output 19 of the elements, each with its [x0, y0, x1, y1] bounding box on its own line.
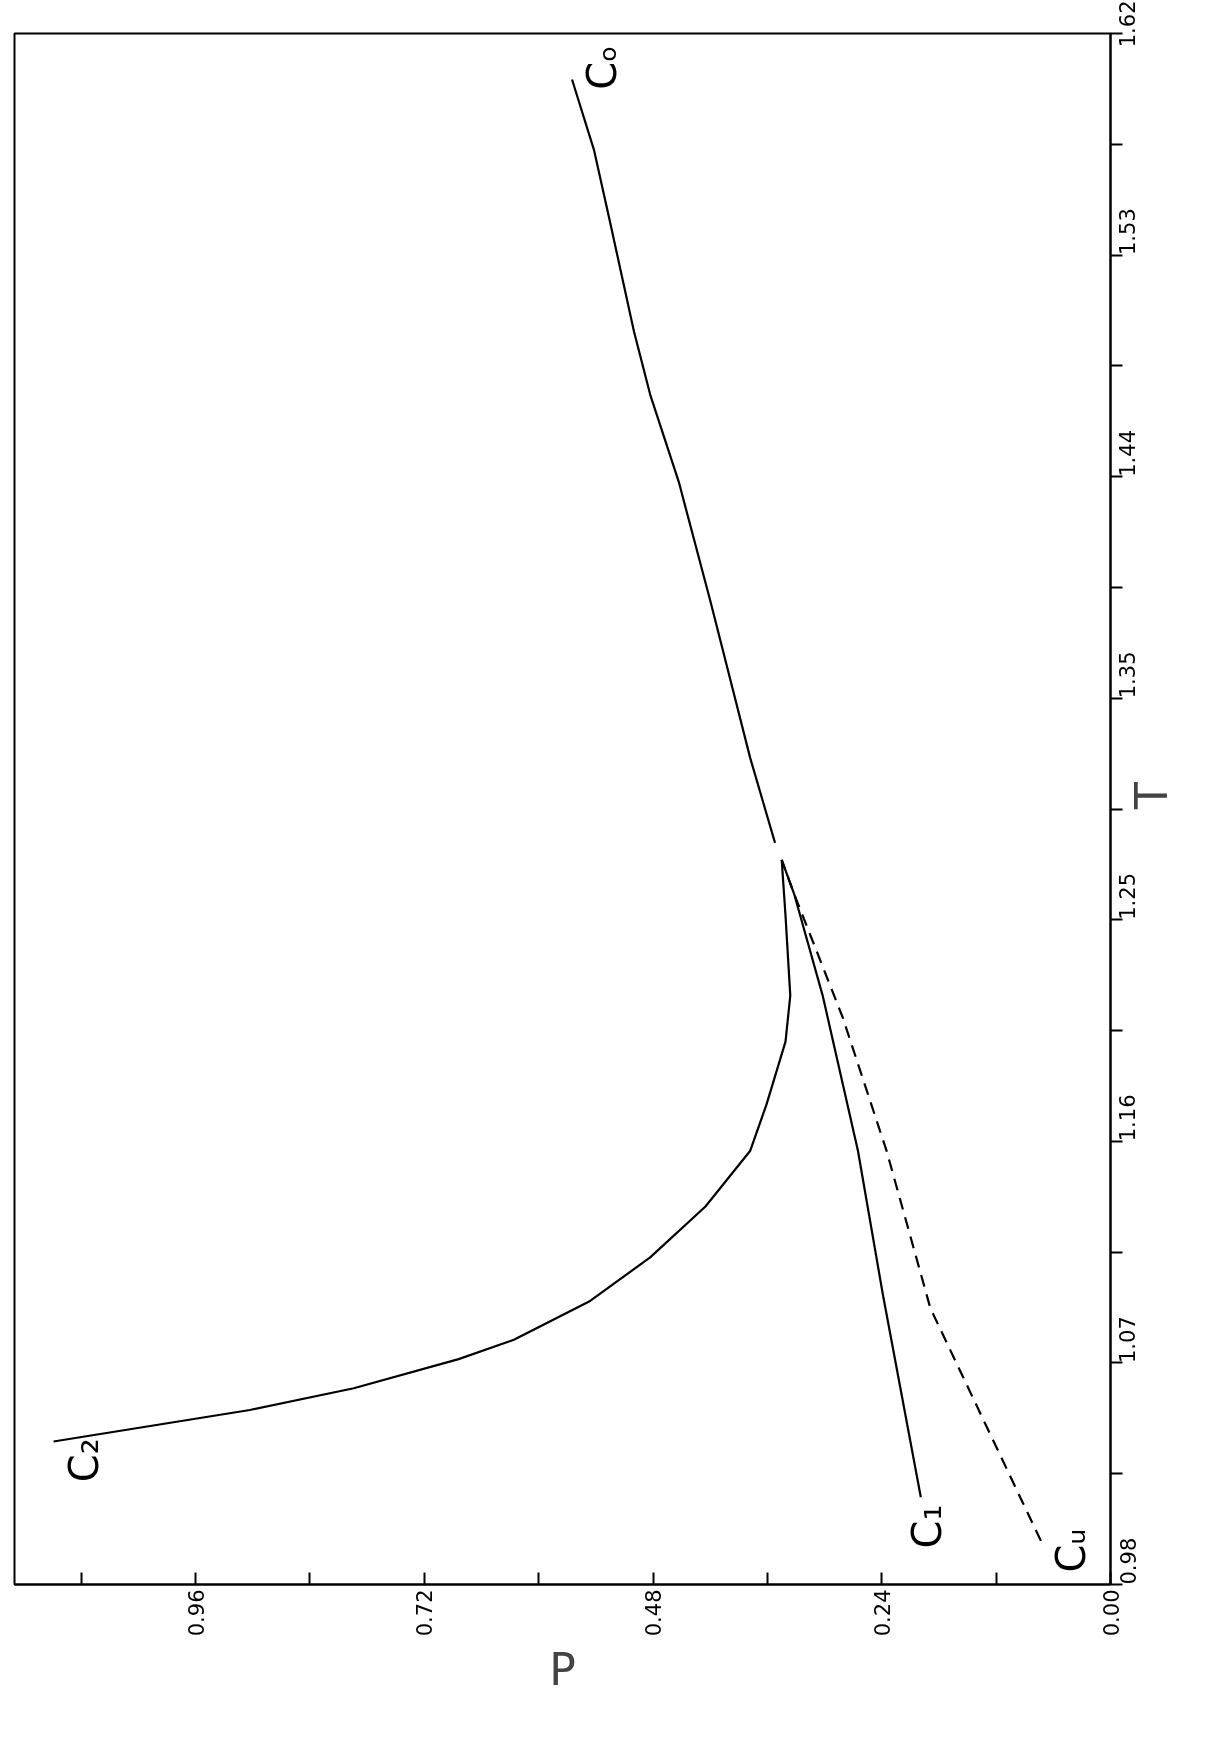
- y-tick-label: 1.25: [1116, 872, 1141, 920]
- x-tick-label: 0.48: [642, 1589, 667, 1637]
- y-tick-label: 1.44: [1116, 429, 1141, 477]
- x-tick-label: 0.00: [1099, 1589, 1124, 1637]
- y-tick-label: 1.53: [1116, 208, 1141, 255]
- x-tick-label: 0.72: [413, 1589, 438, 1637]
- text: Cₒ: [579, 45, 626, 90]
- text: C₁: [904, 1504, 951, 1549]
- text: Cᵤ: [1047, 1528, 1094, 1573]
- y-tick-label: 1.35: [1116, 651, 1141, 699]
- y-tick-label: 1.16: [1116, 1094, 1141, 1142]
- y-axis-title: T: [1126, 782, 1177, 810]
- x-tick-label: 0.96: [184, 1589, 209, 1637]
- text: C₂: [60, 1438, 107, 1483]
- x-axis-title: P: [549, 1644, 576, 1696]
- y-tick-label: 1.62: [1116, 0, 1141, 48]
- x-tick-label: 0.24: [870, 1589, 895, 1637]
- y-tick-label: 1.07: [1116, 1316, 1141, 1363]
- y-tick-label: 0.98: [1116, 1537, 1141, 1585]
